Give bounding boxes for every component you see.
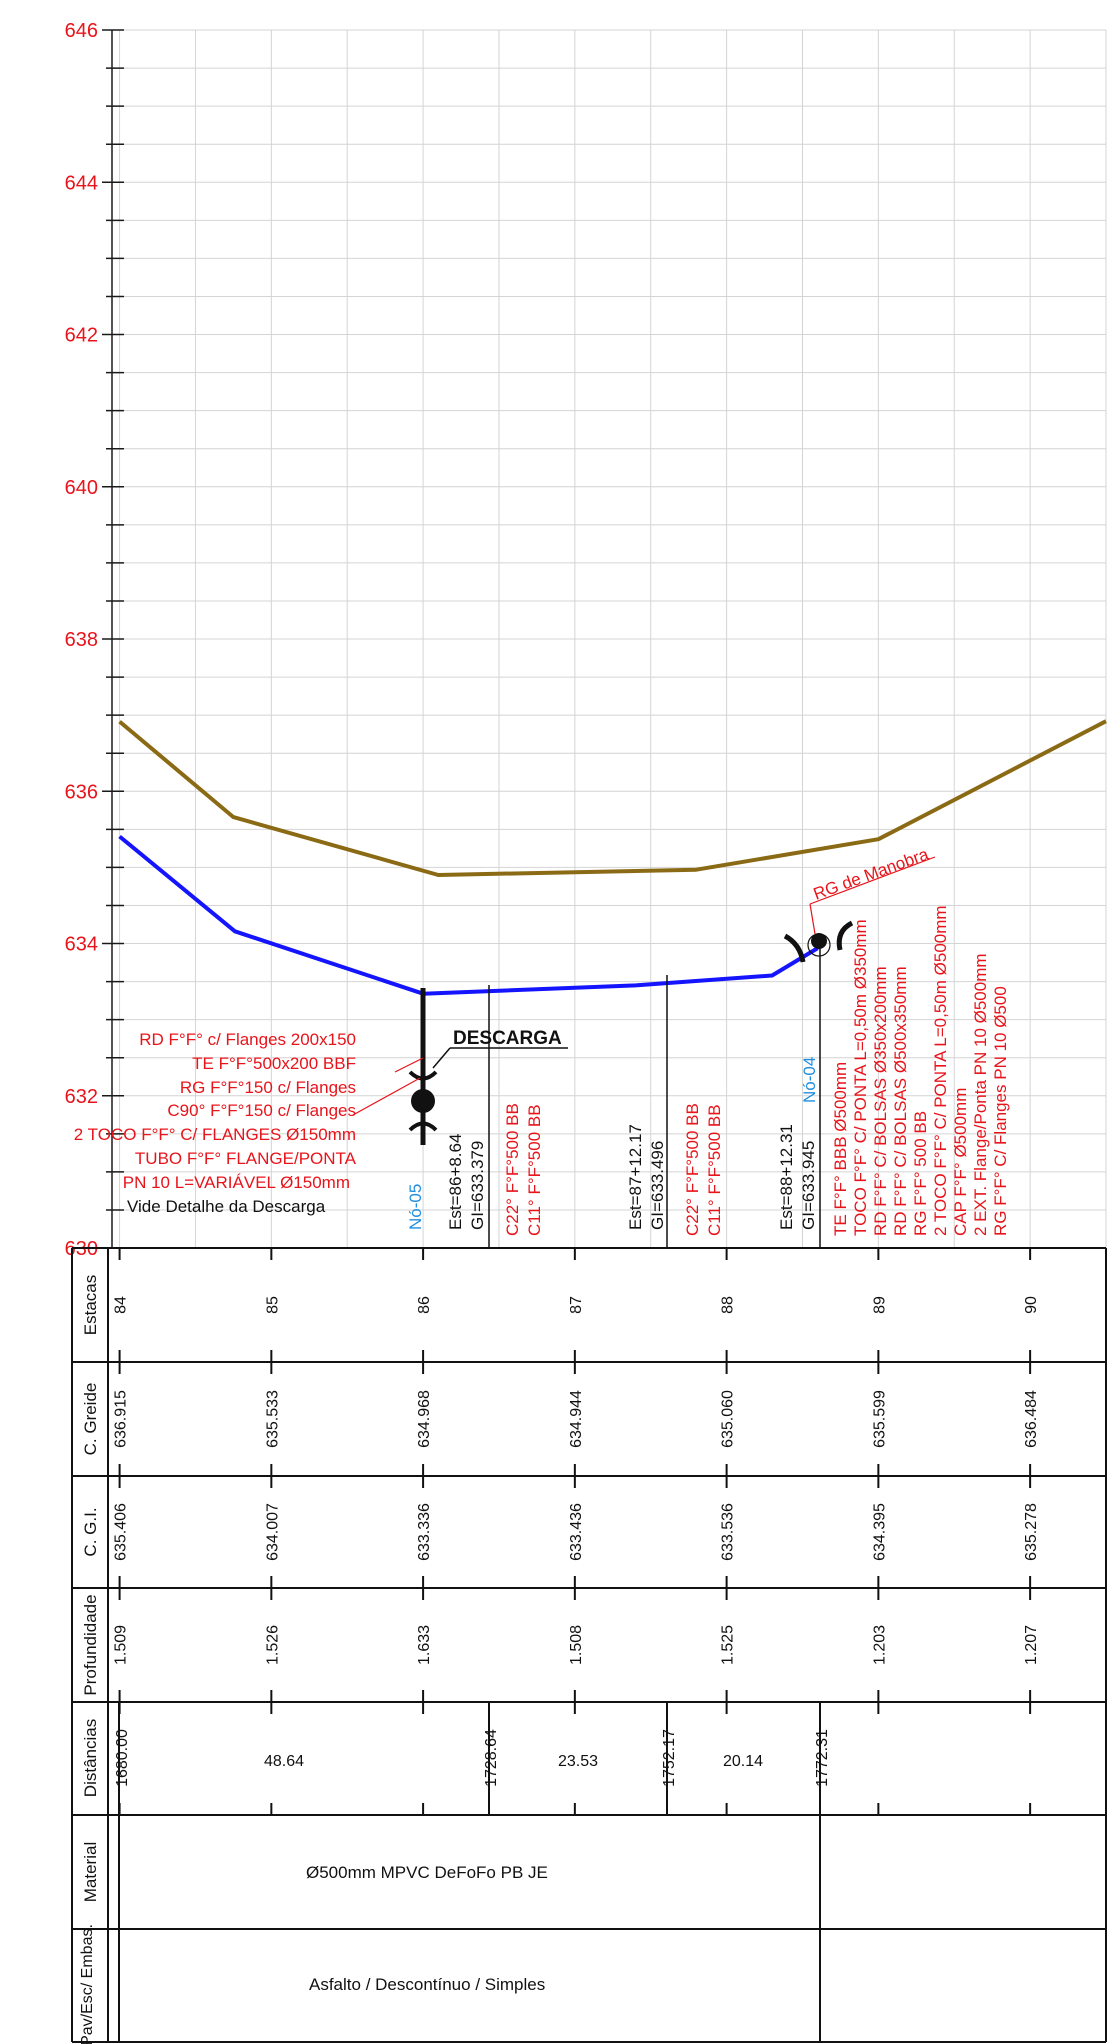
station-reference-lines — [488, 946, 821, 1248]
rg-manobra-label: RG de Manobra — [811, 844, 932, 903]
c-greide-value: 634.968 — [416, 1390, 433, 1448]
station-gi-2: GI=633.496 — [648, 1141, 667, 1230]
descarga-item: PN 10 L=VARIÁVEL Ø150mm — [123, 1173, 350, 1192]
row-label-c-greide: C. Greide — [81, 1383, 100, 1456]
y-tick-label: 632 — [65, 1086, 98, 1108]
c-greide-value: 635.599 — [871, 1390, 888, 1448]
descarga-fittings-list: RD F°F° c/ Flanges 200x150 TE F°F°500x20… — [74, 1030, 357, 1192]
node04-item: CAP F°F° Ø500mm — [951, 1088, 970, 1236]
y-axis — [102, 29, 124, 1249]
node04-item: 2 TOCO F°F° C/ PONTA L=0,50m Ø500mm — [931, 905, 950, 1236]
y-tick-label: 636 — [65, 781, 98, 803]
profundidade-value: 1.509 — [113, 1625, 130, 1665]
node04-item: TOCO F°F° C/ PONTA L=0,50m Ø350mm — [851, 919, 870, 1236]
profundidade-value: 1.508 — [568, 1625, 585, 1665]
node-04-label: Nó-04 — [800, 1057, 819, 1103]
node04-item: 2 EXT. Flange/Ponta PN 10 Ø500mm — [971, 953, 990, 1236]
pipe-line — [118, 834, 819, 996]
dist-mark: 1772.31 — [814, 1729, 831, 1787]
estaca-value: 87 — [568, 1296, 585, 1314]
descarga-symbol — [352, 988, 568, 1145]
row-label-material: Material — [81, 1842, 100, 1902]
valve-rg-manobra-symbol — [783, 856, 936, 963]
c-greide-value: 635.533 — [264, 1390, 281, 1448]
node04-item: RD F°F° C/ BOLSAS Ø500x350mm — [891, 966, 910, 1236]
dist-mark: 1680.00 — [114, 1729, 131, 1787]
profundidade-value: 1.203 — [871, 1625, 888, 1665]
terrain-line — [118, 719, 1107, 877]
distances-row: 1680.00 1728.64 1752.17 1772.31 48.64 23… — [114, 1729, 831, 1787]
y-tick-label: 642 — [65, 325, 98, 347]
estaca-value: 88 — [720, 1296, 737, 1314]
c-greide-value: 636.484 — [1023, 1390, 1040, 1448]
profile-data-table — [71, 1247, 1107, 2043]
row-label-distancias: Distâncias — [81, 1719, 100, 1797]
descarga-note: Vide Detalhe da Descarga — [127, 1197, 326, 1216]
profundidade-value: 1.207 — [1023, 1625, 1040, 1665]
node04-item: TE F°F° BBB Ø500mm — [831, 1062, 850, 1236]
c-gi-value: 634.007 — [264, 1503, 281, 1561]
estaca-value: 89 — [871, 1296, 888, 1314]
table-station-values: 84 85 86 87 88 89 90 636.915 635.533 634.968 634.9… — [113, 1296, 1040, 1665]
profundidade-value: 1.526 — [264, 1625, 281, 1665]
fitting-label: C11° F°F°500 BB — [705, 1104, 724, 1236]
node04-item: RD F°F° C/ BOLSAS Ø350x200mm — [871, 966, 890, 1236]
descarga-item: TE F°F°500x200 BBF — [192, 1054, 356, 1073]
row-label-c-gi: C. G.I. — [81, 1507, 100, 1556]
estaca-value: 86 — [416, 1296, 433, 1314]
estaca-value: 90 — [1023, 1296, 1040, 1314]
station-est-3: Est=88+12.31 — [777, 1124, 796, 1230]
dist-span: 20.14 — [723, 1753, 763, 1770]
c-greide-value: 635.060 — [720, 1390, 737, 1448]
c-gi-value: 633.436 — [568, 1503, 585, 1561]
pavimento-value: Asfalto / Descontínuo / Simples — [309, 1975, 545, 1994]
c-gi-value: 633.336 — [416, 1503, 433, 1561]
y-tick-label: 644 — [65, 172, 98, 194]
node04-item: RG F°F° 500 BB — [911, 1111, 930, 1236]
c-greide-value: 634.944 — [568, 1390, 585, 1448]
fitting-label: C22° F°F°500 BB — [503, 1103, 522, 1236]
estaca-value: 84 — [113, 1296, 130, 1314]
y-tick-label: 634 — [65, 934, 98, 956]
c-gi-value: 635.278 — [1023, 1503, 1040, 1561]
row-label-pavimento: Pav/Esc/ Embas. — [79, 1924, 96, 2044]
material-value: Ø500mm MPVC DeFoFo PB JE — [306, 1863, 548, 1882]
y-tick-label: 646 — [65, 20, 98, 42]
descarga-item: 2 TOCO F°F° C/ FLANGES Ø150mm — [74, 1125, 356, 1144]
row-label-estacas: Estacas — [81, 1275, 100, 1335]
table-tick-marks — [118, 1248, 1032, 1815]
descarga-item: RG F°F°150 c/ Flanges — [180, 1078, 356, 1097]
estaca-value: 85 — [264, 1296, 281, 1314]
descarga-item: RD F°F° c/ Flanges 200x150 — [139, 1030, 356, 1049]
dist-mark: 1752.17 — [661, 1729, 678, 1787]
table-row-labels: Estacas C. Greide C. G.I. Profundidade D… — [79, 1275, 100, 2044]
node-04-fittings-list: TE F°F° BBB Ø500mm TOCO F°F° C/ PONTA L=… — [831, 905, 1010, 1236]
y-tick-label: 638 — [65, 629, 98, 651]
fitting-label: C22° F°F°500 BB — [683, 1103, 702, 1236]
station-est-2: Est=87+12.17 — [626, 1124, 645, 1230]
profile-lines — [118, 719, 1107, 996]
dist-span: 48.64 — [264, 1753, 304, 1770]
node04-item: RG F°F° C/ Flanges PN 10 Ø500 — [991, 986, 1010, 1236]
dist-span: 23.53 — [558, 1753, 598, 1770]
node-05-label: Nó-05 — [406, 1184, 425, 1230]
station-gi-3: GI=633.945 — [799, 1141, 818, 1230]
descarga-item: C90° F°F°150 c/ Flanges — [167, 1101, 356, 1120]
station-est-1: Est=86+8.64 — [446, 1134, 465, 1230]
descarga-item: TUBO F°F° FLANGE/PONTA — [135, 1149, 357, 1168]
dist-mark: 1728.64 — [483, 1729, 500, 1787]
c-gi-value: 634.395 — [871, 1503, 888, 1561]
profundidade-value: 1.525 — [720, 1625, 737, 1665]
c-gi-value: 633.536 — [720, 1503, 737, 1561]
row-label-profundidade: Profundidade — [81, 1594, 100, 1695]
c-greide-value: 636.915 — [113, 1390, 130, 1448]
station-gi-1: GI=633.379 — [468, 1141, 487, 1230]
fitting-label: C11° F°F°500 BB — [525, 1104, 544, 1236]
c-gi-value: 635.406 — [113, 1503, 130, 1561]
descarga-title: DESCARGA — [453, 1028, 562, 1049]
y-tick-label: 640 — [65, 477, 98, 499]
profundidade-value: 1.633 — [416, 1625, 433, 1665]
